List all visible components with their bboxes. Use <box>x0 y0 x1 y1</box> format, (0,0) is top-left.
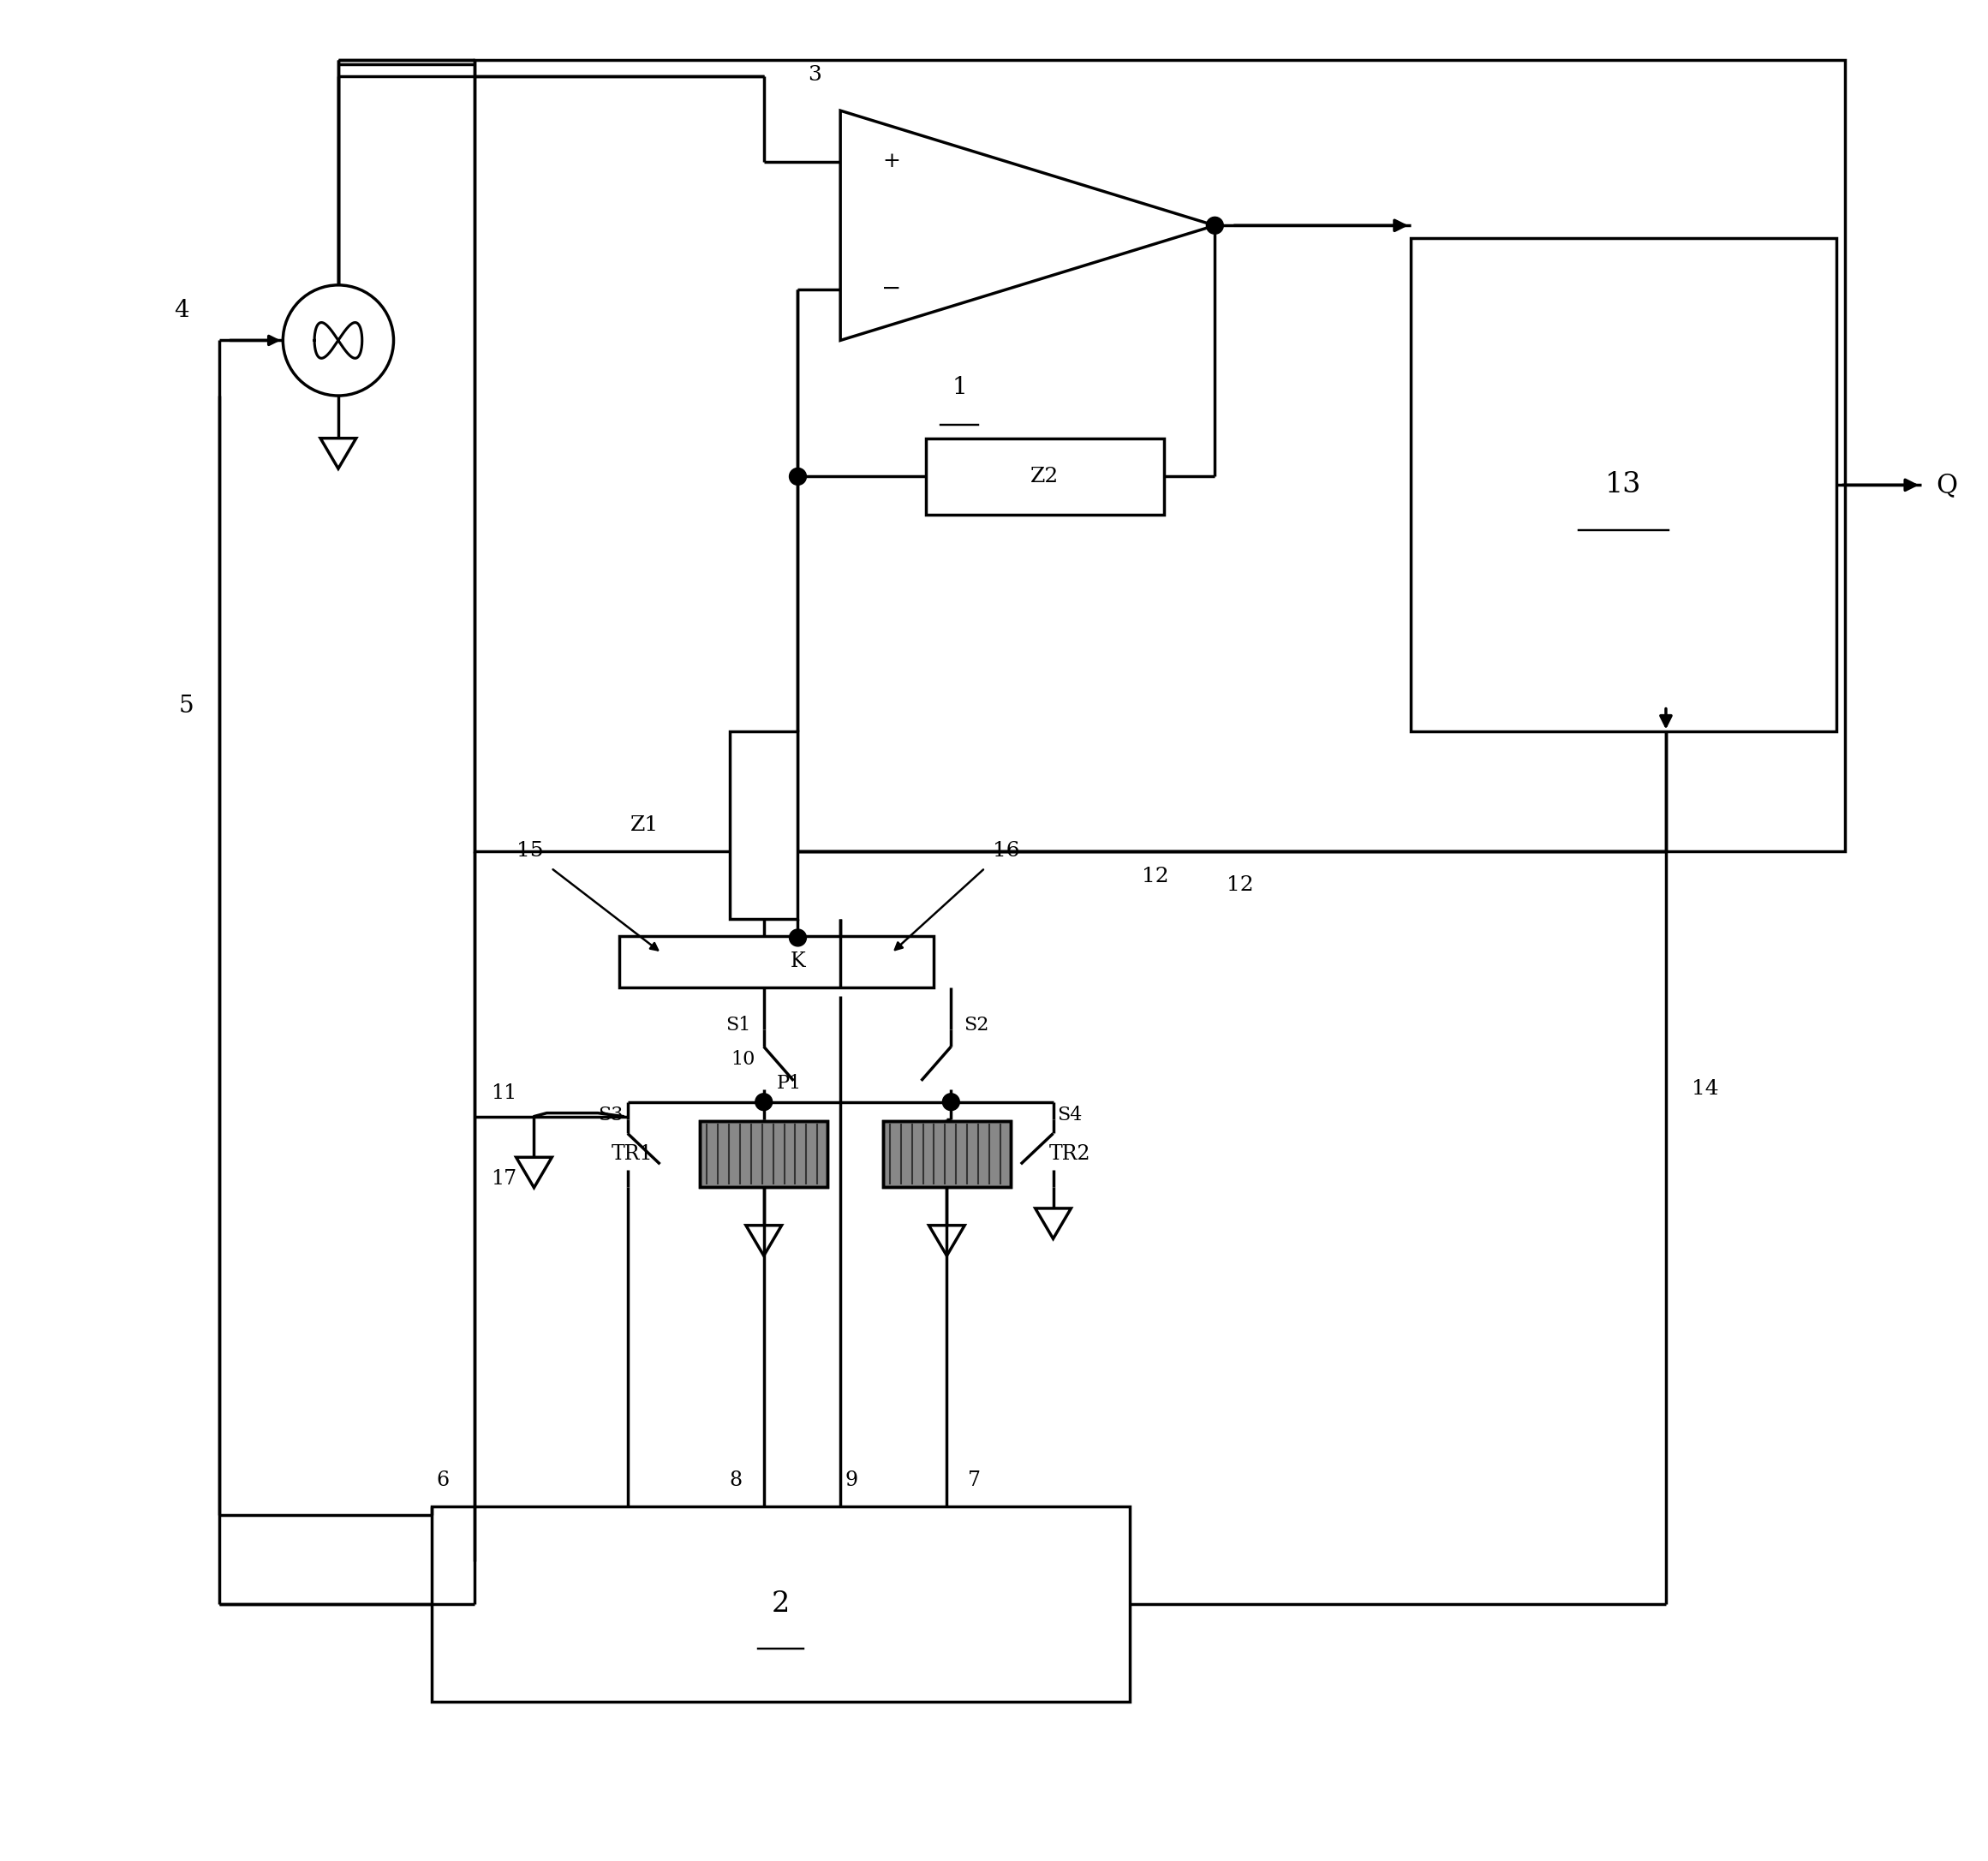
Text: S1: S1 <box>726 1016 751 1035</box>
Text: 12: 12 <box>1141 867 1169 886</box>
Bar <box>883 1120 1010 1187</box>
Circle shape <box>1207 218 1223 234</box>
Text: 13: 13 <box>1604 471 1642 499</box>
Circle shape <box>789 467 807 486</box>
Text: 11: 11 <box>491 1083 517 1104</box>
Text: S4: S4 <box>1058 1105 1083 1124</box>
Circle shape <box>789 929 807 945</box>
Text: 2: 2 <box>771 1591 789 1617</box>
Bar <box>883 1120 1010 1187</box>
Bar <box>618 936 934 986</box>
Text: Z2: Z2 <box>1030 467 1060 486</box>
Text: 9: 9 <box>845 1470 857 1491</box>
Text: 14: 14 <box>1692 1079 1718 1100</box>
Text: Z1: Z1 <box>630 815 658 836</box>
Text: P1: P1 <box>777 1074 801 1092</box>
Bar <box>475 60 1845 850</box>
Bar <box>431 1506 1129 1701</box>
Text: 15: 15 <box>517 841 543 862</box>
Text: −: − <box>881 277 901 301</box>
Circle shape <box>942 1094 960 1111</box>
Text: 4: 4 <box>175 300 189 322</box>
Text: TR2: TR2 <box>1050 1145 1091 1163</box>
Text: 17: 17 <box>491 1169 517 1189</box>
Text: 5: 5 <box>179 694 193 718</box>
Bar <box>926 437 1163 515</box>
Text: 8: 8 <box>730 1470 742 1491</box>
Text: 12: 12 <box>1227 875 1254 895</box>
Text: 7: 7 <box>968 1470 980 1491</box>
Text: Q: Q <box>1936 471 1958 499</box>
Text: +: + <box>883 153 901 171</box>
Bar <box>700 1120 827 1187</box>
Text: 6: 6 <box>435 1470 449 1491</box>
Text: 3: 3 <box>807 65 821 86</box>
Bar <box>1411 238 1837 731</box>
Text: TR1: TR1 <box>612 1145 654 1163</box>
Bar <box>730 731 797 919</box>
Text: S3: S3 <box>598 1105 624 1124</box>
Text: 16: 16 <box>992 841 1020 862</box>
Text: K: K <box>791 951 805 971</box>
Text: S2: S2 <box>964 1016 988 1035</box>
Text: 10: 10 <box>732 1050 755 1068</box>
Circle shape <box>755 1094 771 1111</box>
Text: 1: 1 <box>952 376 966 398</box>
Bar <box>700 1120 827 1187</box>
